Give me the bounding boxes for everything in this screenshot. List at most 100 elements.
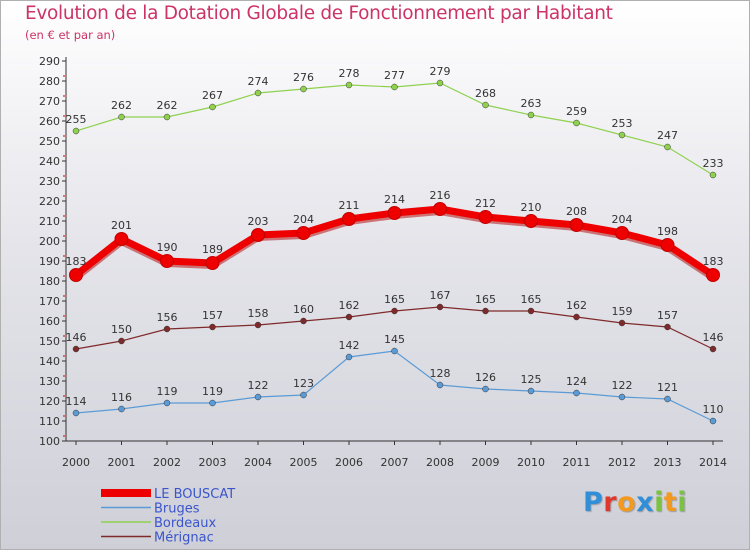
y-tick-label: 130 <box>39 375 60 388</box>
logo-letter: i <box>677 487 688 518</box>
data-point <box>72 127 80 135</box>
data-label: 198 <box>657 225 678 238</box>
data-label: 165 <box>475 293 496 306</box>
y-tick-label: 110 <box>39 415 60 428</box>
data-point <box>209 103 216 111</box>
data-point <box>433 202 447 216</box>
data-label: 253 <box>612 117 633 130</box>
data-point <box>527 307 535 315</box>
data-label: 201 <box>111 219 132 232</box>
y-tick-label: 280 <box>39 75 60 88</box>
chart-subtitle: (en € et par an) <box>25 28 116 42</box>
y-tick-label: 190 <box>39 255 60 268</box>
data-point <box>254 393 262 401</box>
data-label: 142 <box>339 339 360 352</box>
data-label: 255 <box>66 113 87 126</box>
data-point <box>436 79 444 87</box>
data-label: 233 <box>703 157 724 170</box>
data-label: 158 <box>248 307 269 320</box>
data-point <box>163 399 171 407</box>
data-point <box>209 399 216 407</box>
y-tick-label: 260 <box>39 115 60 128</box>
data-label: 208 <box>566 205 587 218</box>
data-label: 183 <box>703 255 724 268</box>
data-point <box>72 409 80 417</box>
data-point <box>664 395 671 403</box>
data-label: 210 <box>521 201 542 214</box>
logo-letter: t <box>663 487 678 518</box>
data-point <box>114 232 129 246</box>
data-point <box>387 206 402 220</box>
data-label: 110 <box>703 403 724 416</box>
series-le-bouscat: 183 201 190 189 203 204 211 214 216 212 210 208 204 1… <box>66 189 724 282</box>
data-point <box>300 85 307 93</box>
data-point <box>163 325 171 333</box>
data-point <box>254 89 262 97</box>
data-point <box>296 226 311 240</box>
y-tick-label: 270 <box>39 95 60 108</box>
data-point <box>664 323 671 331</box>
data-label: 125 <box>521 373 542 386</box>
data-point <box>478 210 493 224</box>
data-label: 162 <box>339 299 360 312</box>
data-point <box>436 381 444 389</box>
data-label: 262 <box>111 99 132 112</box>
legend-label: LE BOUSCAT <box>154 487 235 502</box>
data-point <box>391 307 398 315</box>
data-label: 119 <box>157 385 178 398</box>
data-label: 214 <box>384 193 405 206</box>
x-tick-label: 2013 <box>654 456 682 469</box>
data-label: 157 <box>202 309 223 322</box>
data-label: 165 <box>384 293 405 306</box>
logo-letter: r <box>603 487 618 518</box>
data-label: 126 <box>475 371 496 384</box>
data-label: 146 <box>703 331 724 344</box>
data-point <box>72 345 80 353</box>
y-tick-label: 150 <box>39 335 60 348</box>
y-tick-label: 170 <box>39 295 60 308</box>
data-label: 247 <box>657 129 678 142</box>
x-tick-label: 2014 <box>699 456 727 469</box>
x-tick-label: 2001 <box>108 456 136 469</box>
data-label: 119 <box>202 385 223 398</box>
y-tick-label: 140 <box>39 355 60 368</box>
logo-letter: o <box>617 487 637 518</box>
legend-label: Bordeaux <box>154 516 216 531</box>
series-bruges: 114 116 119 119 122 123 142 145 128 126 125 124 122 1… <box>66 333 724 425</box>
logo-letter: P <box>583 487 604 518</box>
x-tick-label: 2006 <box>335 456 363 469</box>
x-tick-label: 2011 <box>563 456 591 469</box>
data-label: 204 <box>293 213 314 226</box>
data-label: 128 <box>430 367 451 380</box>
data-label: 160 <box>293 303 314 316</box>
brand-logo: Proxiti <box>583 487 687 518</box>
y-tick-label: 250 <box>39 135 60 148</box>
data-point <box>160 254 174 268</box>
x-tick-label: 2010 <box>517 456 545 469</box>
data-label: 267 <box>202 89 223 102</box>
data-point <box>482 101 489 109</box>
data-point <box>618 131 626 139</box>
data-point <box>391 83 398 91</box>
data-label: 124 <box>566 375 587 388</box>
data-point <box>664 143 671 151</box>
x-tick-label: 2004 <box>244 456 272 469</box>
data-point <box>205 256 220 270</box>
data-label: 204 <box>612 213 633 226</box>
data-label: 121 <box>657 381 678 394</box>
data-point <box>254 321 262 329</box>
data-point <box>345 313 353 321</box>
y-tick-label: 160 <box>39 315 60 328</box>
data-point <box>251 228 265 242</box>
data-point <box>118 337 125 345</box>
x-tick-label: 2008 <box>426 456 454 469</box>
data-label: 162 <box>566 299 587 312</box>
data-point <box>709 171 717 179</box>
data-label: 114 <box>66 395 87 408</box>
data-point <box>118 405 125 413</box>
data-point <box>573 389 580 397</box>
data-label: 189 <box>202 243 223 256</box>
data-label: 216 <box>430 189 451 202</box>
